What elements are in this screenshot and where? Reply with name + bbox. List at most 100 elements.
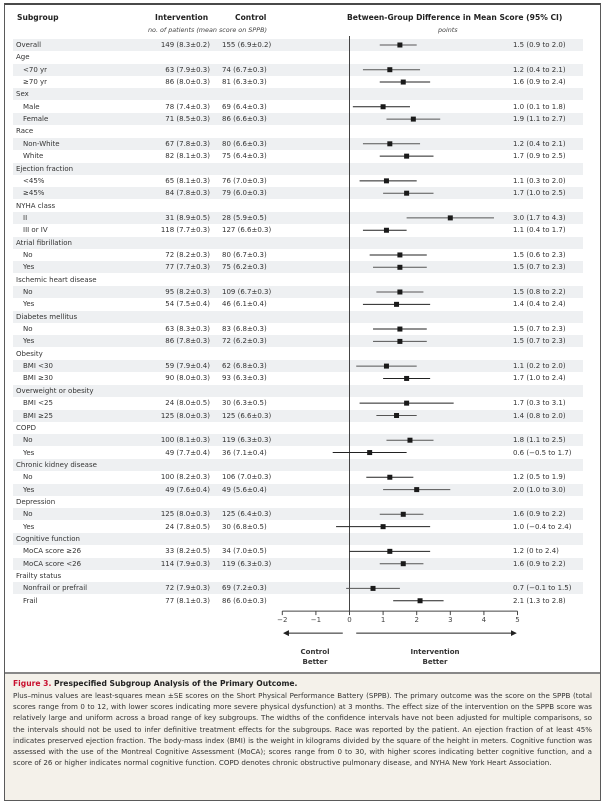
x-tick-label: 3 [448,616,452,624]
group-header-row: Atrial fibrillation [13,236,583,249]
intervention-value: 63 (8.3±0.3) [165,325,210,334]
estimate-text: 1.4 (0.8 to 2.0) [513,411,566,420]
intervention-value: 77 (7.7±0.3) [165,263,210,272]
header-units: points [438,26,458,34]
subgroup-label: No [23,288,33,296]
table-row: <45% 65 (8.1±0.3) 76 (7.0±0.3) 1.1 (0.3 to … [13,175,583,187]
point-estimate-marker [414,487,420,493]
subgroup-label: Yes [23,522,35,531]
table-row: <70 yr 63 (7.9±0.3) 74 (6.7±0.3) 1.2 (0.4 t… [13,63,583,76]
subgroup-label: Male [23,102,40,111]
intervention-value: 24 (7.8±0.5) [165,522,210,531]
group-label: Obesity [16,349,43,358]
group-header-row: Depression [13,496,583,508]
estimate-text: 1.2 (0.4 to 2.1) [513,65,566,74]
control-value: 86 (6.0±0.3) [222,596,267,605]
point-estimate-marker [397,326,403,332]
intervention-value: 33 (8.2±0.5) [165,547,210,556]
table-row: BMI <25 24 (8.0±0.5) 30 (6.3±0.5) 1.7 (0.3 … [13,397,583,409]
point-estimate-marker [383,363,389,369]
x-tick-label: −1 [311,616,321,624]
estimate-text: 1.5 (0.7 to 2.3) [513,325,566,334]
subgroup-label: BMI ≥30 [23,374,53,383]
group-header-row: Chronic kidney disease [13,458,583,471]
control-value: 119 (6.3±0.3) [222,559,272,568]
point-estimate-marker [367,450,373,456]
point-estimate-marker [404,400,410,406]
subgroup-label: Yes [23,263,35,272]
estimate-text: 1.7 (1.0 to 2.4) [513,374,566,383]
intervention-value: 100 (8.2±0.3) [160,473,210,482]
x-tick-label: 0 [347,616,351,624]
point-estimate-marker [387,141,393,147]
point-estimate-marker [447,215,453,221]
point-estimate-marker [394,413,400,418]
group-label: Race [16,127,34,136]
control-value: 119 (6.3±0.3) [222,436,272,445]
subgroup-label: White [23,152,44,161]
intervention-value: 54 (7.5±0.4) [165,300,210,309]
point-estimate-marker [383,227,389,233]
header-counts-note: no. of patients (mean score on SPPB) [148,26,267,34]
group-header-row: Ejection fraction [13,162,583,175]
x-tick-label: 2 [414,616,418,624]
point-estimate-marker [387,474,393,480]
subgroup-label: BMI <30 [23,362,53,371]
x-tick-label: −2 [277,616,287,624]
estimate-text: 1.2 (0.5 to 1.9) [513,473,566,482]
control-value: 74 (6.7±0.3) [222,65,267,74]
point-estimate-marker [404,153,410,159]
intervention-value: 72 (7.9±0.3) [165,584,210,593]
intervention-value: 86 (7.8±0.3) [165,337,210,346]
table-row: ≥45% 84 (7.8±0.3) 79 (6.0±0.3) 1.7 (1.0 to … [13,187,583,200]
point-estimate-marker [417,598,423,604]
group-label: NYHA class [16,201,56,210]
control-value: 80 (6.7±0.3) [222,250,267,259]
intervention-better-label: Intervention Better [410,648,460,666]
subgroup-label: Nonfrail or prefrail [23,584,88,593]
estimate-text: 1.9 (1.1 to 2.7) [513,115,566,124]
subgroup-label: BMI ≥25 [23,411,53,420]
header-control: Control [235,13,267,22]
subgroup-label: MoCA score ≥26 [23,547,82,556]
intervention-value: 114 (7.9±0.3) [160,559,210,568]
control-value: 125 (6.4±0.3) [222,510,272,519]
subgroup-label: No [23,250,33,259]
estimate-text: 1.0 (0.1 to 1.8) [513,102,566,111]
intervention-value: 65 (8.1±0.3) [165,176,210,185]
estimate-text: 1.2 (0.4 to 2.1) [513,139,566,148]
figure-label: Figure 3. [13,679,52,688]
table-row: Yes 54 (7.5±0.4) 46 (6.1±0.4) 1.4 (0.4 to 2… [13,298,583,310]
intervention-value: 82 (8.1±0.3) [165,152,210,161]
control-value: 75 (6.4±0.3) [222,152,267,161]
intervention-value: 77 (8.1±0.3) [165,596,210,605]
group-label: Ejection fraction [16,164,74,173]
group-header-row: Frailty status [13,570,583,582]
group-header-row: Cognitive function [13,533,583,545]
intervention-value: 86 (8.0±0.3) [165,78,210,87]
estimate-text: 3.0 (1.7 to 4.3) [513,213,566,222]
table-row: II 31 (8.9±0.5) 28 (5.9±0.5) 3.0 (1.7 to 4.… [13,211,583,224]
intervention-value: 125 (8.0±0.3) [160,411,210,420]
group-label: Sex [16,90,29,99]
group-header-row: COPD [13,422,583,434]
control-better-label: Control Better [300,648,330,666]
control-value: 75 (6.2±0.3) [222,263,267,272]
control-value: 155 (6.9±0.2) [222,41,272,49]
subgroup-label: Female [23,115,49,124]
estimate-text: 0.6 (−0.5 to 1.7) [513,448,572,457]
table-row: MoCA score <26 114 (7.9±0.3) 119 (6.3±0.3)… [13,557,583,570]
subgroup-label: No [23,325,33,334]
table-row: No 63 (8.3±0.3) 83 (6.8±0.3) 1.5 (0.7 to 2.… [13,323,583,335]
control-value: 86 (6.6±0.3) [222,115,267,124]
header-difference: Between-Group Difference in Mean Score (… [347,13,563,22]
control-value: 76 (7.0±0.3) [222,176,267,185]
subgroup-label: MoCA score <26 [23,559,82,568]
table-row: No 72 (8.2±0.3) 80 (6.7±0.3) 1.5 (0.6 to 2.… [13,249,583,261]
subgroup-label: No [23,436,33,445]
group-label: Frailty status [16,572,62,581]
table-row: Yes 24 (7.8±0.5) 30 (6.8±0.5) 1.0 (−0.4 to … [13,521,583,533]
intervention-value: 100 (8.1±0.3) [160,436,210,445]
point-estimate-marker [397,264,403,270]
point-estimate-marker [397,289,403,295]
